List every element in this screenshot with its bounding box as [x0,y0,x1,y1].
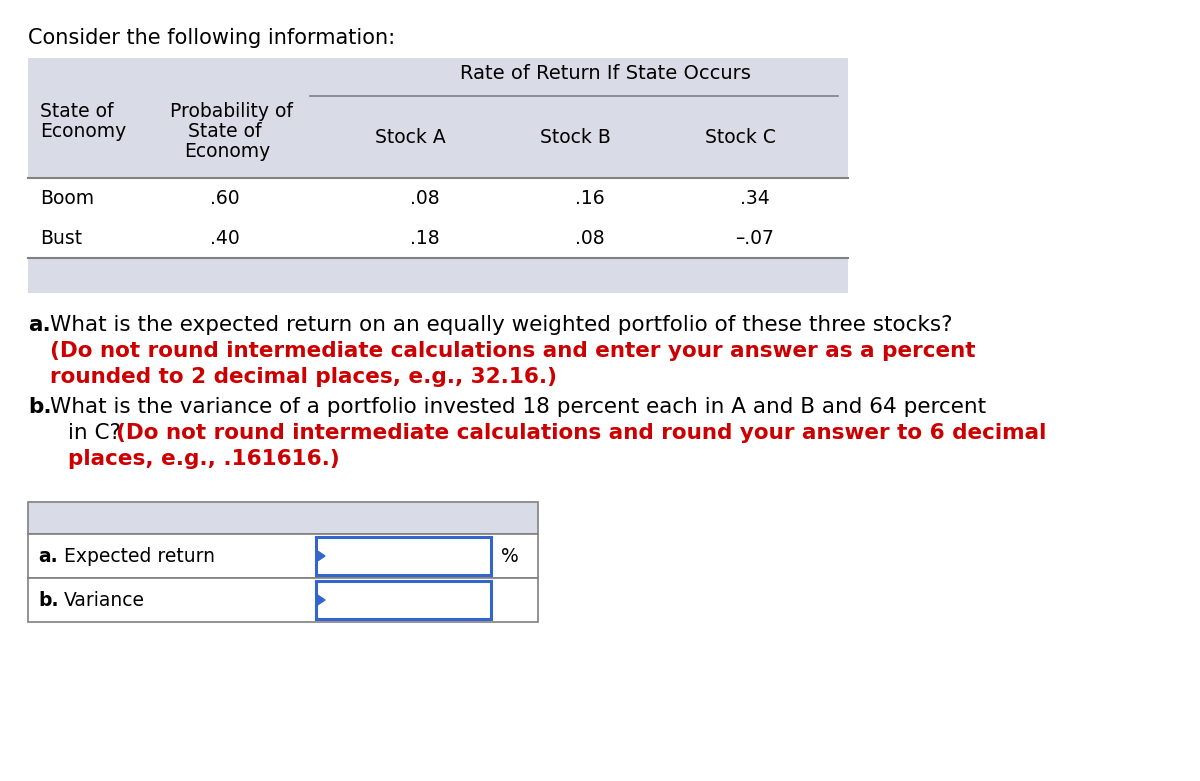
FancyBboxPatch shape [28,218,848,258]
Text: .16: .16 [575,188,605,208]
Text: .18: .18 [410,229,440,248]
Text: What is the variance of a portfolio invested 18 percent each in A and B and 64 p: What is the variance of a portfolio inve… [50,397,986,417]
Text: Consider the following information:: Consider the following information: [28,28,395,48]
Text: State of: State of [188,122,262,141]
Text: places, e.g., .161616.): places, e.g., .161616.) [68,449,340,469]
Text: .40: .40 [210,229,240,248]
FancyBboxPatch shape [28,578,538,622]
FancyBboxPatch shape [316,581,491,619]
Text: in C?: in C? [68,423,127,443]
Text: Economy: Economy [184,142,270,161]
Text: .34: .34 [740,188,770,208]
Text: b.: b. [28,397,52,417]
FancyBboxPatch shape [28,502,538,534]
FancyBboxPatch shape [28,58,848,293]
Polygon shape [316,550,325,562]
Text: b.: b. [38,590,59,609]
Text: What is the expected return on an equally weighted portfolio of these three stoc: What is the expected return on an equall… [50,315,953,335]
Text: Stock C: Stock C [704,128,775,147]
Text: Boom: Boom [40,188,94,208]
Text: Bust: Bust [40,229,82,248]
Text: %: % [502,547,518,565]
Text: Variance: Variance [64,590,145,609]
Text: a.: a. [28,315,50,335]
FancyBboxPatch shape [28,258,848,268]
FancyBboxPatch shape [28,534,538,578]
Text: .08: .08 [410,188,440,208]
Text: State of: State of [40,102,114,121]
Text: .08: .08 [575,229,605,248]
Text: Rate of Return If State Occurs: Rate of Return If State Occurs [460,64,750,83]
Text: a.: a. [38,547,58,565]
Text: Stock B: Stock B [540,128,611,147]
Text: –.07: –.07 [736,229,774,248]
Text: .60: .60 [210,188,240,208]
FancyBboxPatch shape [316,537,491,575]
Text: rounded to 2 decimal places, e.g., 32.16.): rounded to 2 decimal places, e.g., 32.16… [50,367,557,387]
Text: Expected return: Expected return [64,547,215,565]
Text: Probability of: Probability of [170,102,293,121]
Text: Economy: Economy [40,122,126,141]
Text: (Do not round intermediate calculations and enter your answer as a percent: (Do not round intermediate calculations … [50,341,976,361]
Polygon shape [316,594,325,606]
Text: Stock A: Stock A [374,128,445,147]
Text: (Do not round intermediate calculations and round your answer to 6 decimal: (Do not round intermediate calculations … [116,423,1046,443]
FancyBboxPatch shape [28,178,848,218]
